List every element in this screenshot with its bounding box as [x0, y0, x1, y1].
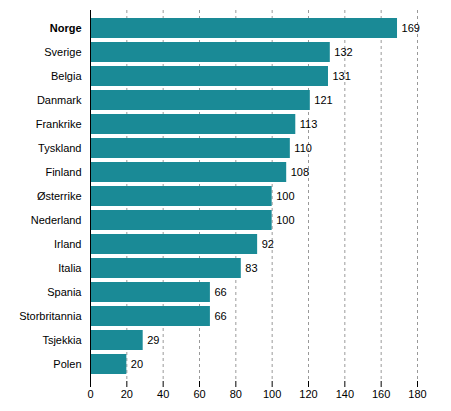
svg-text:Frankrike: Frankrike — [36, 118, 82, 130]
svg-text:Danmark: Danmark — [37, 94, 82, 106]
svg-text:Sverige: Sverige — [44, 46, 81, 58]
svg-text:60: 60 — [193, 388, 205, 400]
svg-text:Spania: Spania — [47, 286, 82, 298]
svg-text:140: 140 — [336, 388, 354, 400]
svg-text:Irland: Irland — [54, 238, 82, 250]
svg-text:Tyskland: Tyskland — [38, 142, 81, 154]
svg-text:29: 29 — [147, 334, 159, 346]
svg-text:100: 100 — [276, 214, 294, 226]
svg-text:108: 108 — [291, 166, 309, 178]
svg-text:Østerrike: Østerrike — [37, 190, 82, 202]
svg-text:20: 20 — [131, 358, 143, 370]
svg-text:66: 66 — [214, 286, 226, 298]
svg-text:Italia: Italia — [58, 262, 82, 274]
svg-text:100: 100 — [276, 190, 294, 202]
svg-text:20: 20 — [121, 388, 133, 400]
svg-text:180: 180 — [408, 388, 426, 400]
svg-text:83: 83 — [245, 262, 257, 274]
svg-text:110: 110 — [294, 142, 312, 154]
svg-text:Storbritannia: Storbritannia — [19, 310, 82, 322]
svg-text:Finland: Finland — [45, 166, 81, 178]
svg-text:120: 120 — [299, 388, 317, 400]
svg-text:169: 169 — [402, 22, 420, 34]
svg-text:132: 132 — [334, 46, 352, 58]
svg-text:121: 121 — [314, 94, 332, 106]
svg-text:92: 92 — [262, 238, 274, 250]
svg-text:Tsjekkia: Tsjekkia — [42, 334, 82, 346]
svg-text:160: 160 — [372, 388, 390, 400]
svg-text:Belgia: Belgia — [51, 70, 82, 82]
svg-text:Polen: Polen — [53, 358, 81, 370]
svg-text:100: 100 — [263, 388, 281, 400]
svg-text:66: 66 — [214, 310, 226, 322]
svg-text:113: 113 — [300, 118, 318, 130]
svg-text:Nederland: Nederland — [31, 214, 82, 226]
svg-text:0: 0 — [87, 388, 93, 400]
svg-text:40: 40 — [157, 388, 169, 400]
svg-text:131: 131 — [332, 70, 350, 82]
svg-text:80: 80 — [230, 388, 242, 400]
svg-text:Norge: Norge — [50, 22, 82, 34]
